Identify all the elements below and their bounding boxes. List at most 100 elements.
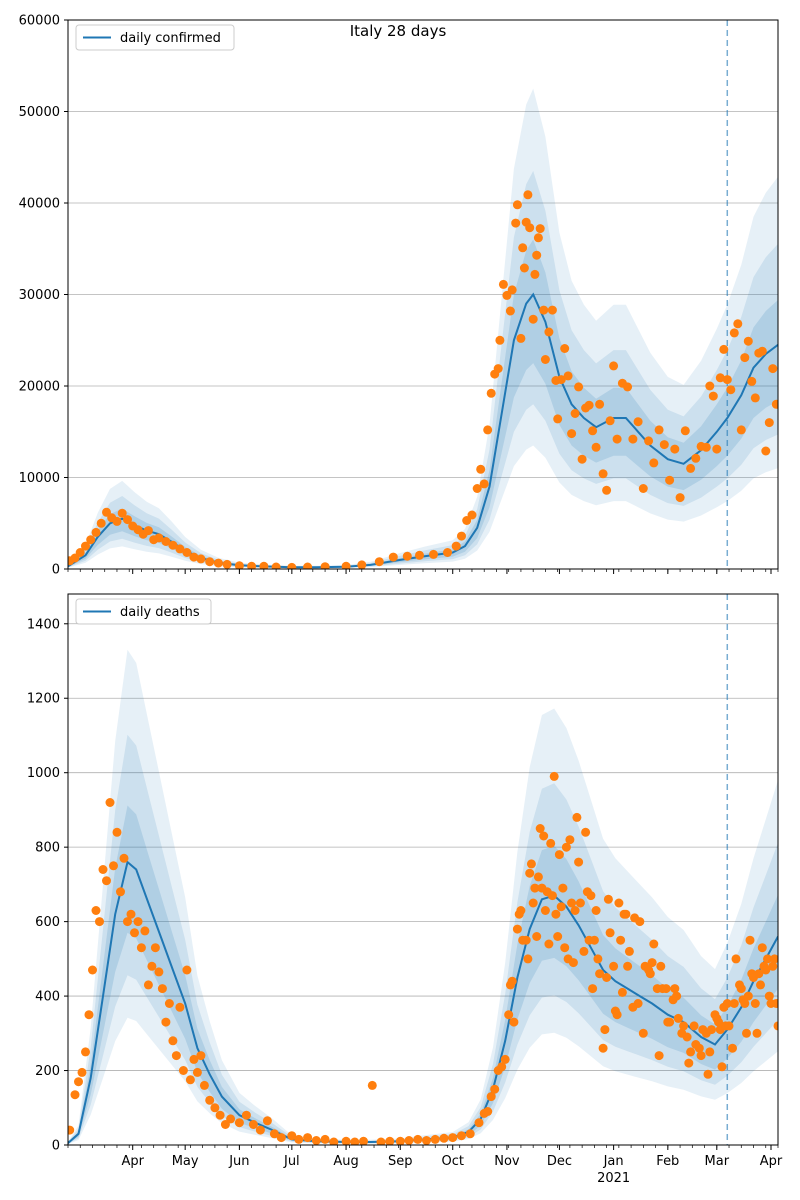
- data-point: [483, 425, 493, 435]
- data-point: [533, 233, 543, 243]
- data-point: [672, 991, 682, 1001]
- data-point: [705, 1047, 715, 1057]
- data-point: [226, 1114, 236, 1124]
- data-point: [623, 961, 633, 971]
- data-point: [771, 399, 778, 409]
- data-point: [498, 279, 508, 289]
- data-point: [647, 958, 657, 968]
- data-point: [598, 1043, 608, 1053]
- data-point: [689, 1021, 699, 1031]
- observed-points: [68, 771, 778, 1145]
- data-point: [591, 442, 601, 452]
- data-point: [682, 1032, 692, 1042]
- data-point: [507, 285, 517, 295]
- data-point: [768, 364, 778, 374]
- data-point: [213, 558, 223, 568]
- data-point: [771, 999, 778, 1008]
- data-point: [595, 969, 605, 979]
- data-point: [770, 954, 778, 964]
- data-point: [703, 1069, 713, 1079]
- data-point: [665, 475, 675, 485]
- data-point: [654, 425, 664, 435]
- y-tick-label: 0: [52, 563, 60, 578]
- data-point: [764, 991, 774, 1001]
- data-point: [731, 954, 741, 964]
- data-point: [714, 1017, 723, 1027]
- data-point: [222, 559, 232, 569]
- data-point: [705, 381, 715, 391]
- data-point: [367, 1080, 377, 1090]
- legend-box: [75, 598, 212, 625]
- data-point: [126, 909, 136, 919]
- data-point: [544, 327, 554, 337]
- data-point: [570, 409, 580, 418]
- legend-box: [75, 24, 235, 51]
- data-point: [77, 1067, 87, 1077]
- data-point: [701, 442, 711, 452]
- data-point: [105, 798, 115, 807]
- data-point: [329, 1137, 339, 1145]
- data-point: [570, 906, 580, 915]
- data-point: [259, 561, 269, 569]
- data-point: [241, 1110, 251, 1120]
- figure-title: Italy 28 days: [350, 22, 447, 40]
- data-point: [205, 1095, 215, 1105]
- data-point: [764, 418, 774, 428]
- data-point: [740, 999, 750, 1008]
- data-point: [154, 967, 164, 977]
- data-point: [98, 865, 108, 874]
- data-point: [556, 902, 566, 912]
- uncertainty-band: [68, 805, 778, 1144]
- data-point: [234, 1118, 244, 1128]
- data-point: [504, 1010, 514, 1020]
- data-point: [745, 935, 755, 945]
- y-tick-label: 60000: [19, 14, 60, 29]
- data-point: [422, 1136, 431, 1145]
- data-point: [588, 426, 598, 436]
- data-point: [544, 939, 554, 949]
- x-tick-label: Jul: [283, 1154, 300, 1169]
- data-point: [589, 935, 599, 945]
- data-point: [140, 926, 150, 936]
- data-point: [628, 434, 638, 444]
- data-point: [341, 561, 351, 569]
- data-point: [287, 1131, 297, 1141]
- data-point: [248, 1120, 258, 1129]
- x-year-label: 2021: [597, 1171, 630, 1186]
- data-point: [670, 984, 680, 994]
- data-point: [733, 319, 743, 329]
- data-point: [247, 561, 257, 569]
- data-point: [88, 965, 97, 975]
- data-point: [255, 1125, 265, 1135]
- x-tick-label: Jan: [603, 1154, 624, 1169]
- data-point: [465, 1129, 475, 1139]
- y-tick-label: 800: [35, 841, 60, 856]
- data-point: [750, 999, 760, 1008]
- data-point: [567, 429, 577, 439]
- data-point: [269, 1129, 279, 1139]
- data-point: [670, 444, 680, 454]
- data-point: [686, 463, 696, 473]
- data-point: [404, 1136, 414, 1145]
- data-point: [712, 444, 722, 454]
- data-point: [189, 552, 199, 562]
- data-point: [602, 973, 612, 982]
- data-point: [143, 526, 153, 536]
- data-point: [572, 812, 582, 822]
- data-point: [567, 898, 577, 908]
- data-point: [439, 1133, 449, 1143]
- data-point: [661, 984, 671, 994]
- data-point: [719, 344, 729, 354]
- y-tick-label: 200: [35, 1064, 60, 1079]
- data-point: [497, 1062, 507, 1072]
- data-point: [500, 1054, 510, 1064]
- data-point: [532, 250, 542, 260]
- data-point: [535, 824, 545, 833]
- data-point: [593, 954, 603, 964]
- data-point: [117, 508, 127, 518]
- data-point: [644, 436, 654, 446]
- data-point: [757, 346, 767, 356]
- data-point: [707, 1025, 716, 1035]
- data-point: [493, 364, 503, 374]
- data-point: [486, 1092, 496, 1102]
